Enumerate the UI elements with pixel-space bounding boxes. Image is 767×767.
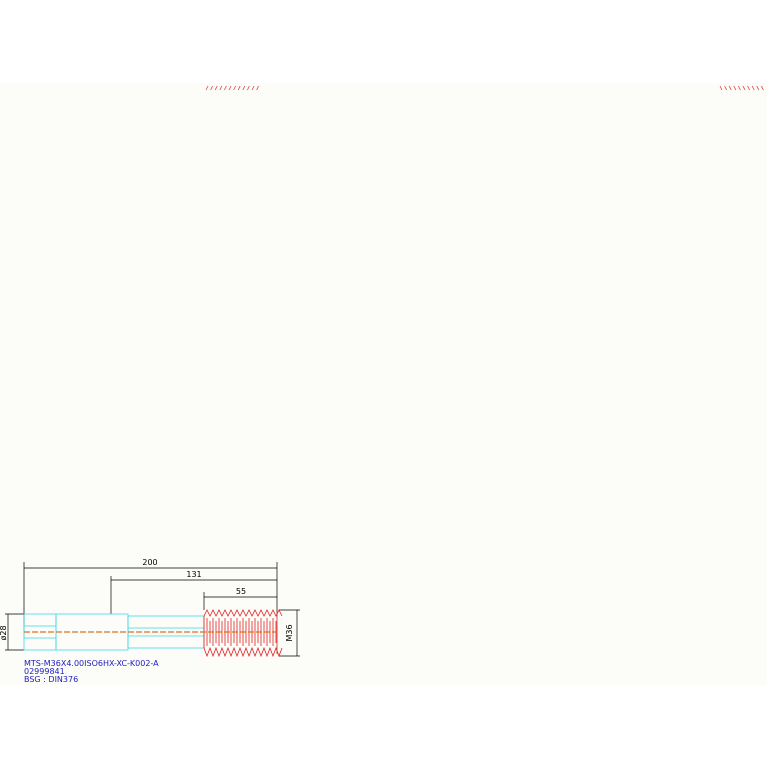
stroke [228,85,232,91]
stroke [747,85,750,91]
standard: BSG : DIN376 [24,675,78,684]
part-number: 02999841 [24,667,65,676]
stroke [214,85,218,91]
stroke [237,85,241,91]
stroke [733,85,737,91]
stroke [761,85,764,91]
stroke [205,85,209,91]
dimension-text: 55 [236,587,246,596]
stroke [242,85,246,91]
thread [203,609,283,658]
dimension-text: M36 [285,624,294,641]
stroke [751,85,755,91]
sheet [0,83,767,685]
designation: MTS-M36X4.00ISO6HX-XC-K002-A [24,659,159,668]
stroke [233,85,236,91]
stroke [256,85,259,91]
stroke [724,85,727,91]
dimension-lines [5,562,300,657]
dimension-text: ø28 [0,625,8,640]
title-block: MTS-M36X4.00ISO6HX-XC-K002-A 02999841 BS… [24,659,159,684]
stroke [756,85,760,91]
stroke [728,85,732,91]
stroke [719,85,723,91]
dimension-text: 131 [186,570,201,579]
stroke [219,85,223,91]
stroke [251,85,255,91]
stroke [203,646,283,658]
stroke [742,85,746,91]
stroke [203,609,283,617]
stroke [210,85,213,91]
stroke [738,85,741,91]
sheet-marks [205,85,764,91]
stroke [247,85,250,91]
stroke [224,85,227,91]
dimension-text: 200 [142,558,157,567]
